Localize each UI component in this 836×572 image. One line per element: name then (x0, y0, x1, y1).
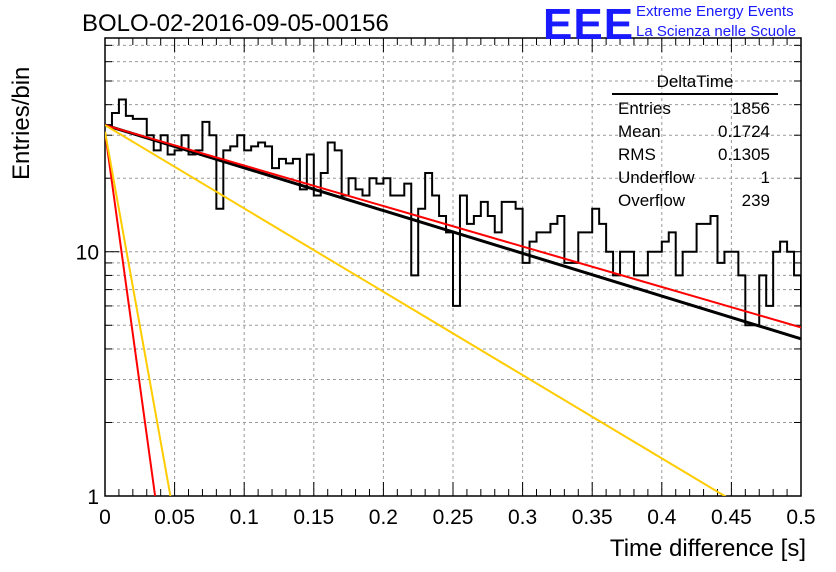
x-tick-label: 0.2 (369, 506, 398, 529)
x-tick-label: 0.05 (154, 506, 195, 529)
stats-row-underflow: Underflow 1 (612, 166, 778, 189)
x-tick-label: 0.1 (230, 506, 259, 529)
x-tick-label: 0.4 (647, 506, 677, 529)
stats-value: 239 (741, 191, 770, 210)
stats-label: Underflow (618, 168, 695, 187)
x-axis-label: Time difference [s] (609, 535, 806, 562)
fit-line-0 (105, 123, 801, 341)
stats-row-entries: Entries 1856 (612, 97, 778, 120)
x-tick-label: 0.35 (572, 506, 613, 529)
stats-label: Entries (618, 99, 671, 118)
stats-label: Overflow (618, 191, 686, 210)
chart-title: BOLO-02-2016-09-05-00156 (82, 10, 389, 37)
y-axis-label: Entries/bin (8, 66, 35, 180)
stats-row-overflow: Overflow 239 (612, 189, 778, 212)
stats-value: 1856 (732, 99, 770, 118)
brand-line-1: Extreme Energy Events (636, 3, 794, 20)
x-tick-label: 0.15 (293, 506, 334, 529)
stats-title: DeltaTime (612, 72, 778, 95)
y-tick-label: 1 (87, 486, 99, 509)
eee-logo: EEE (543, 0, 635, 49)
brand-line-2: La Scienza nelle Scuole (636, 23, 797, 40)
stats-row-rms: RMS 0.1305 (612, 143, 778, 166)
stats-label: Mean (618, 122, 661, 141)
x-tick-label: 0.3 (508, 506, 537, 529)
fit-line-4 (105, 131, 172, 496)
stats-label: RMS (618, 145, 656, 164)
stats-box: DeltaTime Entries 1856 Mean 0.1724 RMS 0… (612, 72, 778, 212)
x-tick-label: 0.45 (711, 506, 752, 529)
fit-line-2 (105, 131, 157, 496)
fit-line-3 (105, 124, 727, 496)
histogram-series (105, 98, 801, 327)
y-tick-label: 10 (76, 242, 99, 265)
fit-line-1 (105, 124, 801, 329)
x-tick-label: 0 (99, 506, 111, 529)
x-tick-label: 0.25 (433, 506, 474, 529)
stats-value: 0.1724 (718, 122, 770, 141)
stats-row-mean: Mean 0.1724 (612, 120, 778, 143)
x-tick-label: 0.5 (786, 506, 815, 529)
stats-value: 1 (760, 168, 770, 187)
stats-value: 0.1305 (718, 145, 770, 164)
